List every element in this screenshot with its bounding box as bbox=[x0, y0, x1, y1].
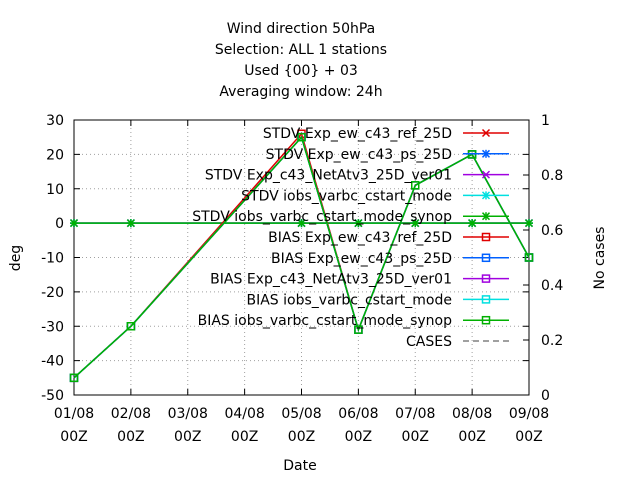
x-tick-label: 00Z bbox=[515, 429, 542, 445]
x-tick-label: 00Z bbox=[345, 429, 372, 445]
legend-label: STDV iobs_varbc_cstart_mode_synop bbox=[192, 209, 452, 225]
y-tick-label: 10 bbox=[46, 182, 64, 198]
legend: STDV Exp_ew_c43_ref_25D STDV Exp_ew_c43_p… bbox=[192, 126, 509, 350]
title-line: Used {00} + 03 bbox=[244, 63, 358, 79]
y-tick-label: -50 bbox=[41, 388, 64, 404]
legend-label: BIAS iobs_varbc_cstart_mode bbox=[247, 292, 453, 308]
title-line: Selection: ALL 1 stations bbox=[215, 42, 387, 58]
legend-marker bbox=[481, 170, 491, 179]
legend-marker bbox=[481, 253, 491, 263]
y-axis-ticks: -50 -40 -30 -20 -10 0 10 20 30 bbox=[41, 113, 529, 404]
x-tick-label: 05/08 bbox=[281, 406, 321, 422]
x-axis-label: Date bbox=[283, 458, 316, 474]
x-tick-label: 04/08 bbox=[224, 406, 264, 422]
data-point bbox=[297, 132, 306, 142]
legend-label: BIAS Exp_ew_c43_ref_25D bbox=[268, 230, 452, 246]
series-STDV iobs_varbc_cstart_mode_synop bbox=[69, 219, 534, 228]
x-tick-label: 06/08 bbox=[338, 406, 378, 422]
y-tick-label: -10 bbox=[41, 251, 64, 267]
y-tick-label: 30 bbox=[46, 113, 64, 129]
y2-tick-label: 0.8 bbox=[541, 168, 563, 184]
y2-tick-label: 0.4 bbox=[541, 278, 563, 294]
x-tick-label: 02/08 bbox=[111, 406, 151, 422]
x-tick-label: 09/08 bbox=[509, 406, 549, 422]
legend-label: BIAS Exp_ew_c43_ps_25D bbox=[271, 251, 452, 267]
y-tick-label: 20 bbox=[46, 147, 64, 163]
y-tick-label: 0 bbox=[55, 216, 64, 232]
x-tick-label: 00Z bbox=[174, 429, 201, 445]
series-layer bbox=[69, 129, 534, 383]
y2-tick-label: 0.2 bbox=[541, 333, 563, 349]
x-tick-label: 00Z bbox=[60, 429, 87, 445]
x-tick-label: 00Z bbox=[288, 429, 315, 445]
y2-axis-ticks: 0 0.2 0.4 0.6 0.8 1 bbox=[523, 113, 563, 404]
y-axis-label: deg bbox=[8, 245, 24, 271]
x-axis-ticks: 01/08 00Z 02/08 00Z 03/08 00Z 04/08 00Z 05/08 00Z… bbox=[54, 120, 549, 445]
legend-label: STDV Exp_ew_c43_ps_25D bbox=[266, 147, 452, 163]
legend-label: STDV iobs_varbc_cstart_mode bbox=[241, 188, 452, 204]
y-tick-label: -30 bbox=[41, 319, 64, 335]
data-point bbox=[411, 181, 420, 190]
legend-label: BIAS Exp_c43_NetAtv3_25D_ver01 bbox=[210, 272, 452, 288]
data-point bbox=[354, 325, 363, 334]
legend-label: CASES bbox=[406, 334, 452, 350]
legend-marker bbox=[481, 128, 491, 138]
x-tick-label: 08/08 bbox=[452, 406, 492, 422]
x-tick-label: 01/08 bbox=[54, 406, 94, 422]
x-tick-label: 00Z bbox=[458, 429, 485, 445]
title-line: Wind direction 50hPa bbox=[227, 21, 376, 37]
legend-marker bbox=[481, 315, 491, 325]
legend-label: STDV Exp_ew_c43_ref_25D bbox=[263, 126, 452, 142]
legend-marker bbox=[481, 274, 491, 283]
y2-tick-label: 0 bbox=[541, 388, 550, 404]
legend-marker bbox=[481, 232, 491, 242]
legend-label: STDV Exp_c43_NetAtv3_25D_ver01 bbox=[205, 168, 452, 184]
data-point bbox=[69, 373, 79, 383]
x-tick-label: 07/08 bbox=[395, 406, 435, 422]
data-point bbox=[126, 322, 136, 331]
legend-marker bbox=[481, 295, 491, 304]
chart-title: Wind direction 50hPa Selection: ALL 1 sta… bbox=[215, 21, 387, 100]
x-tick-label: 00Z bbox=[402, 429, 429, 445]
y2-axis-label: No cases bbox=[592, 227, 608, 290]
y-tick-label: -20 bbox=[41, 285, 64, 301]
x-tick-label: 03/08 bbox=[168, 406, 208, 422]
x-tick-label: 00Z bbox=[117, 429, 144, 445]
y2-tick-label: 1 bbox=[541, 113, 550, 129]
x-tick-label: 00Z bbox=[231, 429, 258, 445]
data-point bbox=[524, 253, 534, 262]
title-line: Averaging window: 24h bbox=[219, 84, 382, 100]
y2-tick-label: 0.6 bbox=[541, 223, 563, 239]
y-tick-label: -40 bbox=[41, 354, 64, 370]
legend-label: BIAS iobs_varbc_cstart_mode_synop bbox=[198, 313, 453, 329]
